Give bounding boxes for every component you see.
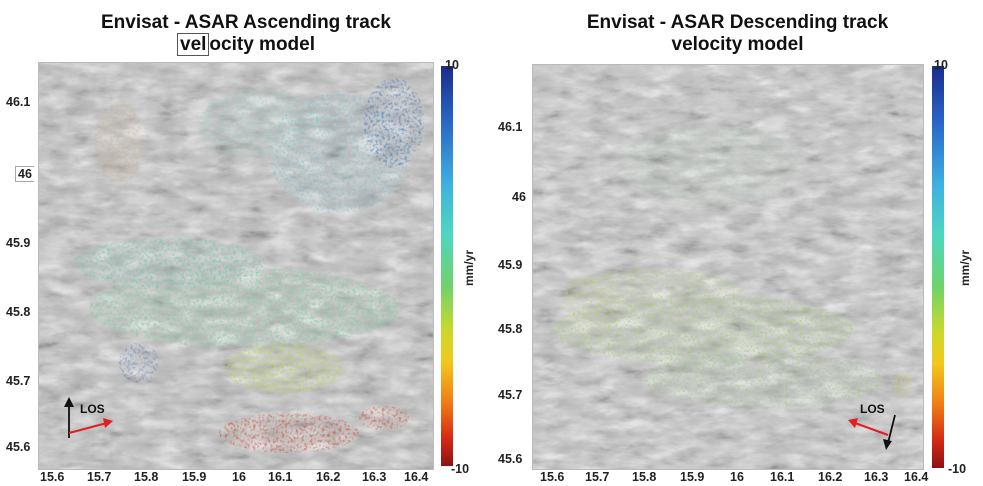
ascending-ytick-46: 46 xyxy=(15,166,34,182)
ascending-title-line2: vel ocity model xyxy=(0,33,492,56)
descending-xtick-15.7: 15.7 xyxy=(585,470,610,484)
descending-ytick-45.9: 45.9 xyxy=(498,258,523,272)
descending-xtick-15.9: 15.9 xyxy=(680,470,705,484)
descending-colorbar-max: 10 xyxy=(934,58,948,72)
ascending-xtick-15.8: 15.8 xyxy=(134,470,159,484)
descending-colorbar xyxy=(932,66,944,468)
descending-title-line2: velocity model xyxy=(671,34,804,55)
descending-ytick-46.1: 46.1 xyxy=(498,120,523,134)
ascending-ytick-45.9: 45.9 xyxy=(6,236,31,250)
descending-xtick-16: 16 xyxy=(730,470,744,484)
ascending-xtick-15.9: 15.9 xyxy=(182,470,207,484)
ascending-ytick-45.8: 45.8 xyxy=(6,305,31,319)
descending-colorbar-unit: mm/yr xyxy=(958,249,972,286)
descending-title-line1: Envisat - ASAR Descending track xyxy=(586,12,889,33)
descending-xtick-16.2: 16.2 xyxy=(818,470,843,484)
descending-panel: Envisat - ASAR Descending track velocity… xyxy=(492,0,983,486)
ascending-title-line1: Envisat - ASAR Ascending track xyxy=(100,12,391,33)
descending-ytick-46: 46 xyxy=(512,190,526,204)
ascending-ytick-45.7: 45.7 xyxy=(6,374,31,388)
descending-ytick-45.7: 45.7 xyxy=(498,388,523,402)
ascending-title-boxed-part: vel xyxy=(177,33,210,56)
ascending-ytick-45.6: 45.6 xyxy=(6,440,31,454)
ascending-xtick-16.2: 16.2 xyxy=(316,470,341,484)
descending-xtick-16.4: 16.4 xyxy=(904,470,929,484)
ascending-map-graphic xyxy=(39,63,433,469)
ascending-ytick-46.1: 46.1 xyxy=(6,95,31,109)
ascending-xtick-15.6: 15.6 xyxy=(40,470,65,484)
descending-xtick-16.1: 16.1 xyxy=(770,470,795,484)
descending-title: Envisat - ASAR Descending track velocity… xyxy=(492,12,983,56)
ascending-los-label: LOS xyxy=(80,402,105,416)
ascending-xtick-16.4: 16.4 xyxy=(404,470,429,484)
ascending-panel: Envisat - ASAR Ascending track vel ocity … xyxy=(0,12,492,484)
ascending-colorbar xyxy=(441,66,453,466)
ascending-title-rest: ocity model xyxy=(209,34,315,55)
descending-velocity-map xyxy=(532,64,924,470)
ascending-colorbar-unit: mm/yr xyxy=(462,249,476,286)
ascending-xtick-16.3: 16.3 xyxy=(362,470,387,484)
descending-map-graphic xyxy=(533,65,923,469)
ascending-xtick-16.1: 16.1 xyxy=(268,470,293,484)
descending-colorbar-min: -10 xyxy=(948,462,967,476)
descending-ytick-45.6: 45.6 xyxy=(498,452,523,466)
descending-xtick-15.6: 15.6 xyxy=(540,470,565,484)
descending-xtick-15.8: 15.8 xyxy=(632,470,657,484)
ascending-title: Envisat - ASAR Ascending track vel ocity … xyxy=(0,12,492,56)
descending-ytick-45.8: 45.8 xyxy=(498,322,523,336)
ascending-xtick-16: 16 xyxy=(232,470,246,484)
descending-xtick-16.3: 16.3 xyxy=(864,470,889,484)
ascending-colorbar-min: -10 xyxy=(451,462,470,476)
ascending-xtick-15.7: 15.7 xyxy=(87,470,112,484)
descending-los-label: LOS xyxy=(860,402,885,416)
ascending-velocity-map xyxy=(38,62,434,470)
ascending-colorbar-max: 10 xyxy=(445,58,459,72)
